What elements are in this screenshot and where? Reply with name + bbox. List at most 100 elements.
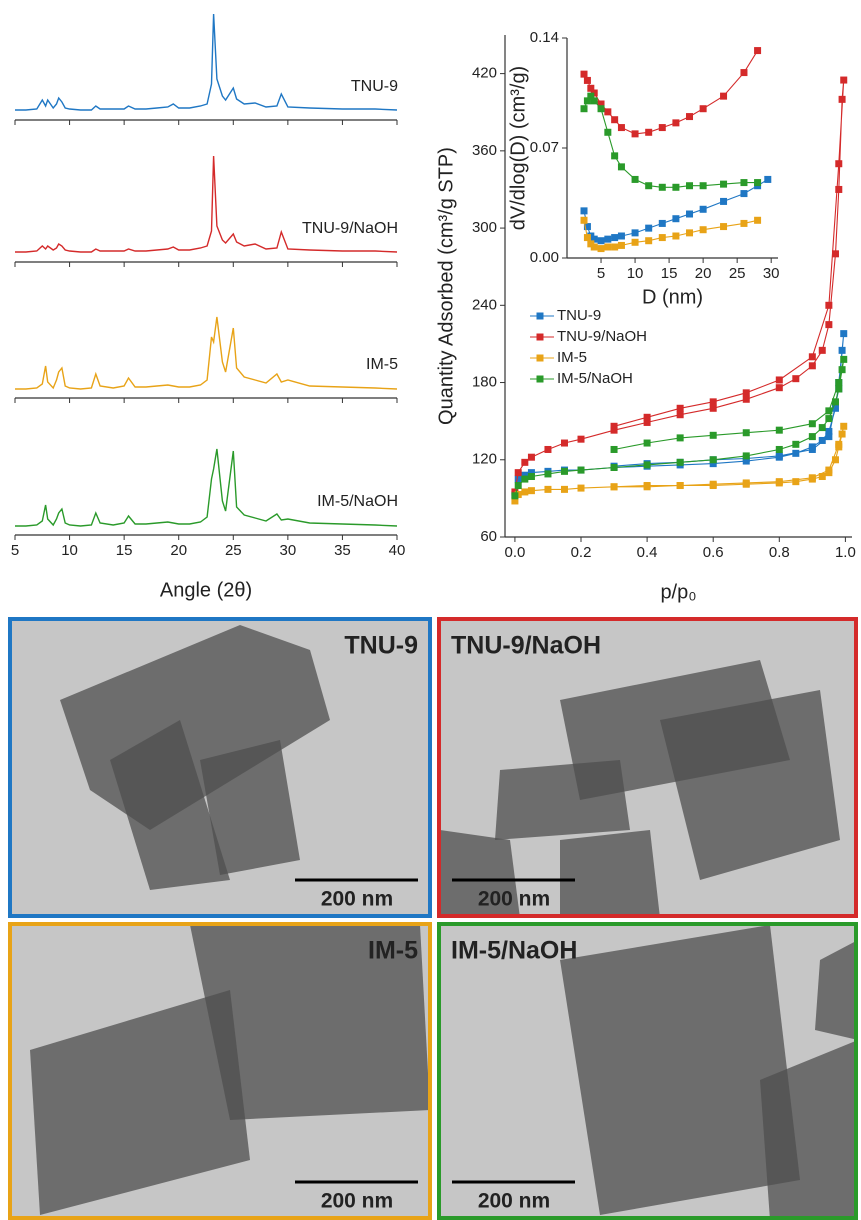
x-tick-label: 30	[280, 542, 297, 559]
point	[776, 376, 783, 383]
page: 510152025303540Angle (2θ)TNU-9TNU-9/NaOH…	[0, 0, 861, 1220]
y-tick-label: 420	[472, 65, 497, 82]
point	[809, 362, 816, 369]
point	[544, 486, 551, 493]
point	[710, 405, 717, 412]
point	[598, 105, 605, 112]
point	[528, 473, 535, 480]
point	[644, 440, 651, 447]
point	[809, 446, 816, 453]
point	[632, 130, 639, 137]
point	[743, 452, 750, 459]
point	[700, 182, 707, 189]
x-axis-label: D (nm)	[642, 286, 703, 308]
series-label: IM-5/NaOH	[317, 493, 398, 510]
legend-marker	[537, 355, 544, 362]
point	[809, 474, 816, 481]
point	[710, 398, 717, 405]
point	[700, 105, 707, 112]
series-label: TNU-9	[351, 78, 398, 95]
point	[720, 93, 727, 100]
point	[677, 459, 684, 466]
point	[672, 233, 679, 240]
point	[835, 385, 842, 392]
point	[835, 186, 842, 193]
point	[632, 229, 639, 236]
point	[521, 488, 528, 495]
x-tick-label: 0.8	[769, 544, 790, 561]
point	[792, 478, 799, 485]
scale-bar-label: 200 nm	[321, 888, 393, 911]
y-tick-label: 0.14	[530, 29, 559, 46]
point	[740, 69, 747, 76]
point	[776, 446, 783, 453]
y-tick-label: 180	[472, 374, 497, 391]
point	[645, 225, 652, 232]
x-tick-label: 30	[763, 265, 780, 282]
legend-marker	[537, 334, 544, 341]
point	[581, 71, 588, 78]
point	[618, 124, 625, 131]
point	[819, 424, 826, 431]
series-label: IM-5	[366, 356, 398, 373]
y-axis-label: Quantity Adsorbed (cm³/g STP)	[435, 147, 457, 425]
x-tick-label: 15	[116, 542, 133, 559]
point	[710, 456, 717, 463]
legend-label: IM-5	[557, 349, 587, 366]
point	[672, 215, 679, 222]
y-tick-label: 60	[480, 528, 497, 545]
x-tick-label: 15	[661, 265, 678, 282]
point	[677, 482, 684, 489]
point	[677, 411, 684, 418]
x-tick-label: 1.0	[835, 544, 856, 561]
point	[644, 414, 651, 421]
point	[686, 113, 693, 120]
point	[677, 405, 684, 412]
legend-marker	[537, 313, 544, 320]
y-tick-label: 360	[472, 142, 497, 159]
point	[825, 321, 832, 328]
point	[776, 427, 783, 434]
point	[743, 396, 750, 403]
point	[604, 236, 611, 243]
point	[825, 407, 832, 414]
point	[561, 486, 568, 493]
scale-bar-label: 200 nm	[478, 888, 550, 911]
point	[598, 237, 605, 244]
point	[740, 179, 747, 186]
point	[710, 481, 717, 488]
point	[604, 108, 611, 115]
point	[632, 239, 639, 246]
point	[677, 434, 684, 441]
point	[611, 464, 618, 471]
point	[672, 119, 679, 126]
point	[754, 217, 761, 224]
legend-label: TNU-9	[557, 307, 601, 324]
point	[604, 129, 611, 136]
x-tick-label: 20	[170, 542, 187, 559]
point	[578, 485, 585, 492]
x-tick-label: 10	[627, 265, 644, 282]
point	[825, 467, 832, 474]
point	[591, 97, 598, 104]
point	[720, 181, 727, 188]
point	[840, 330, 847, 337]
point	[528, 454, 535, 461]
point	[561, 440, 568, 447]
point	[792, 375, 799, 382]
point	[618, 242, 625, 249]
x-tick-label: 0.2	[571, 544, 592, 561]
point	[840, 77, 847, 84]
point	[584, 234, 591, 241]
point	[521, 476, 528, 483]
point	[832, 456, 839, 463]
crystal	[495, 760, 630, 840]
series-line	[584, 51, 758, 134]
y-tick-label: 300	[472, 219, 497, 236]
micrograph-label: IM-5	[368, 937, 418, 965]
x-tick-label: 20	[695, 265, 712, 282]
